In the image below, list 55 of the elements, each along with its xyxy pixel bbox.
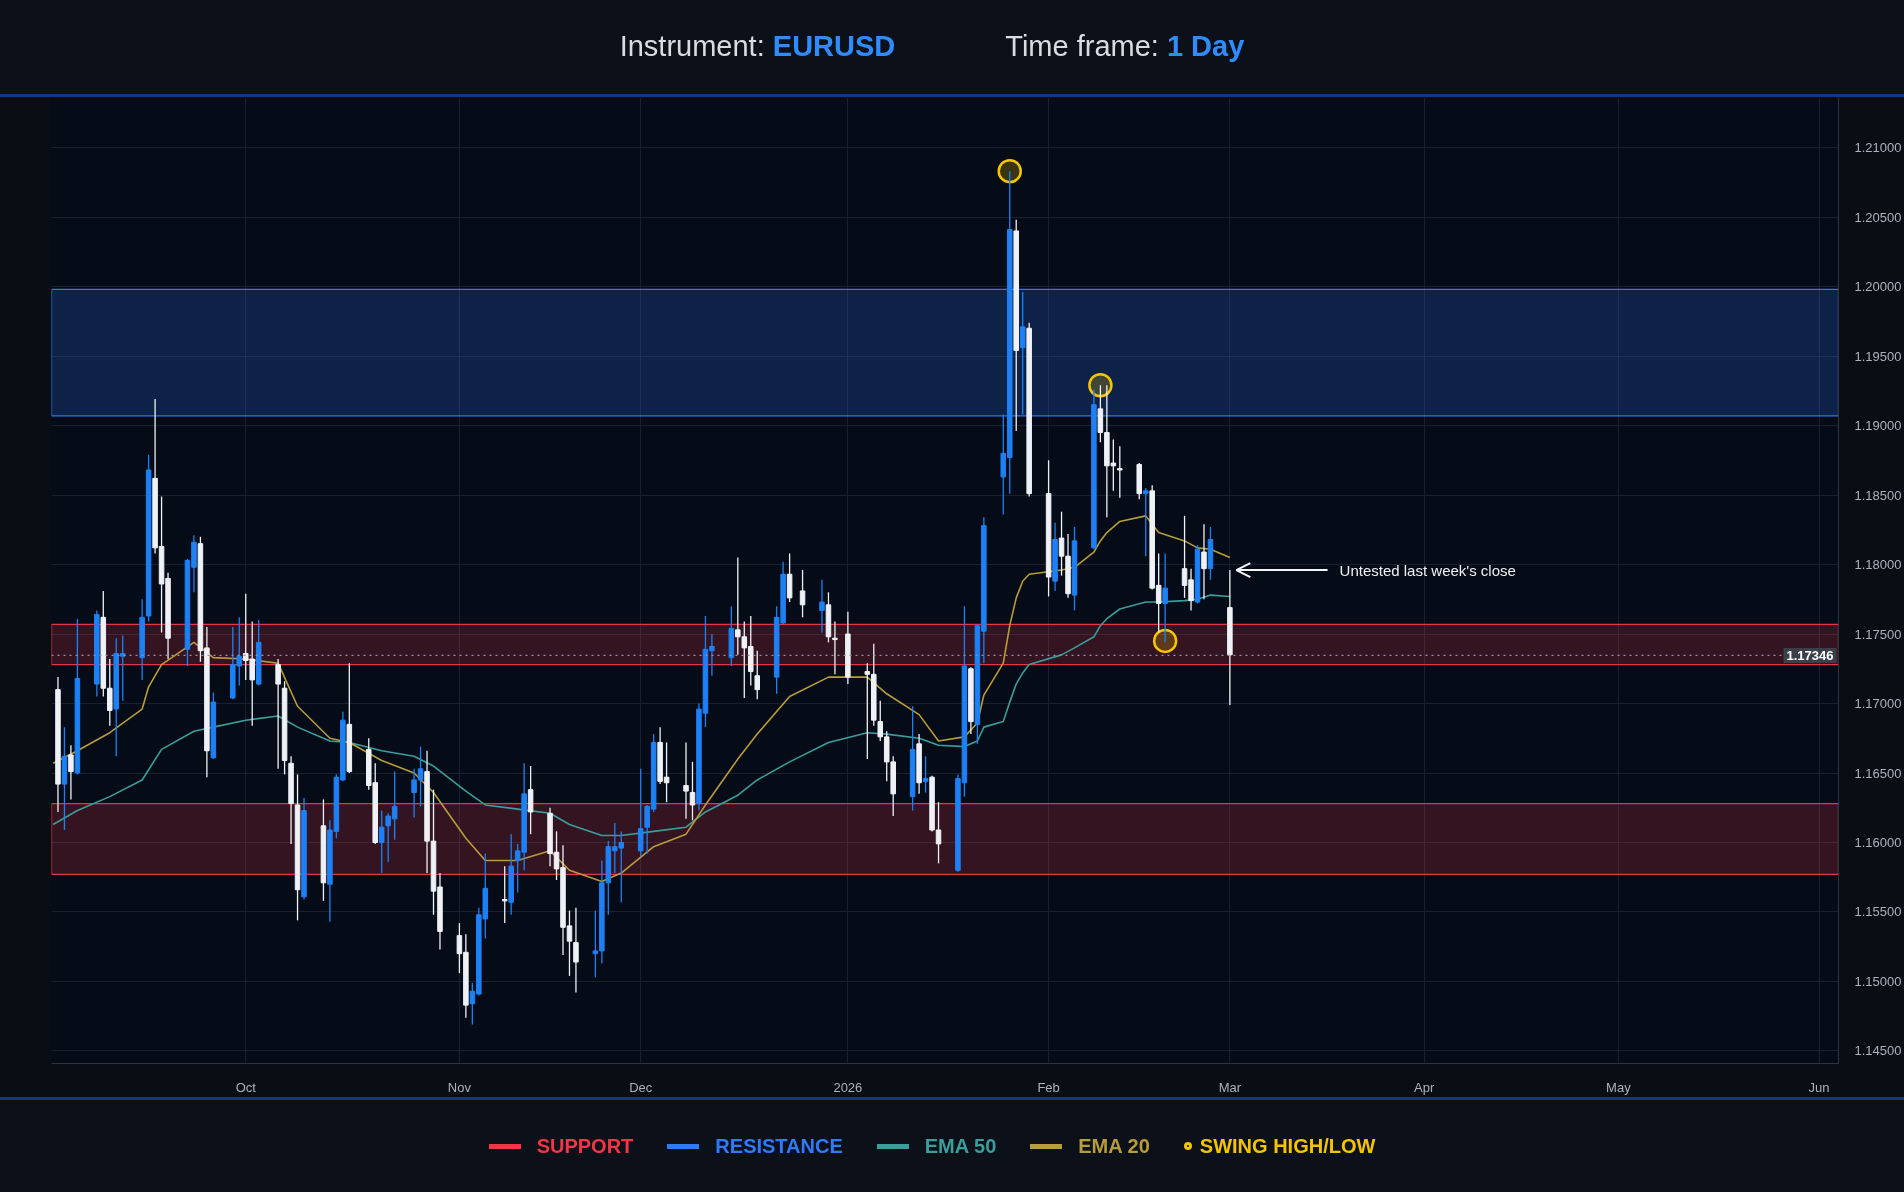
candlestick: [683, 741, 689, 820]
candlestick: [689, 761, 696, 821]
y-tick-label: 1.17500: [1854, 626, 1902, 642]
candlestick: [68, 744, 74, 801]
x-tick-label: Mar: [1218, 1079, 1242, 1095]
x-tick-label: 2026: [833, 1079, 863, 1095]
legend-label: RESISTANCE: [715, 1133, 843, 1159]
x-tick-label: May: [1606, 1079, 1632, 1095]
candlestick: [1201, 523, 1207, 600]
ref-line-label: 1.17346: [1786, 647, 1834, 663]
candlestick: [819, 579, 825, 634]
y-tick-label: 1.14500: [1854, 1043, 1902, 1059]
candlestick: [1117, 445, 1123, 499]
y-tick-label: 1.17000: [1854, 696, 1902, 712]
line-series: [52, 515, 1231, 883]
candlestick: [832, 620, 838, 675]
y-tick-label: 1.20500: [1854, 209, 1902, 225]
candlestick: [786, 552, 793, 603]
y-tick-label: 1.16500: [1854, 765, 1902, 781]
legend-label: SWING HIGH/LOW: [1199, 1133, 1376, 1159]
legend-label: EMA 20: [1078, 1133, 1150, 1159]
candlestick: [1019, 291, 1026, 416]
candlestick: [1142, 487, 1149, 557]
x-tick-label: Feb: [1037, 1079, 1060, 1095]
x-tick-label: Nov: [447, 1079, 472, 1095]
candlestick: [378, 809, 385, 874]
y-tick-label: 1.18500: [1854, 487, 1902, 503]
legend-label: SUPPORT: [536, 1133, 634, 1159]
candlestick: [637, 768, 644, 858]
candlestick: [799, 569, 806, 618]
candlestick: [501, 865, 508, 924]
y-tick-label: 1.18000: [1854, 557, 1902, 573]
candlestick: [275, 658, 281, 770]
x-tick-label: Oct: [235, 1079, 257, 1095]
y-tick-label: 1.15500: [1854, 904, 1902, 920]
x-tick-label: Apr: [1414, 1079, 1435, 1095]
y-tick-label: 1.19000: [1854, 418, 1902, 434]
candlestick: [1162, 552, 1168, 643]
candlestick: [922, 755, 929, 794]
point: [1152, 628, 1178, 654]
chart-subtitle: Time frame: 1 Day: [1005, 30, 1245, 63]
legend-label: EMA 50: [924, 1133, 997, 1159]
y-tick-label: 1.15000: [1854, 973, 1902, 989]
y-tick-label: 1.19500: [1854, 348, 1902, 364]
x-tick-label: Dec: [629, 1079, 653, 1095]
candlestick: [754, 650, 760, 700]
y-tick-label: 1.20000: [1854, 279, 1902, 295]
chart-title: Instrument: EURUSD: [619, 30, 896, 63]
annotation: Untested last week's close: [1339, 561, 1516, 579]
candlestick: [573, 907, 579, 994]
x-tick-label: Jun: [1808, 1079, 1830, 1095]
point: [997, 158, 1022, 184]
y-tick-label: 1.21000: [1854, 140, 1902, 156]
y-tick-label: 1.16000: [1854, 835, 1902, 850]
candlestick: [527, 765, 534, 835]
